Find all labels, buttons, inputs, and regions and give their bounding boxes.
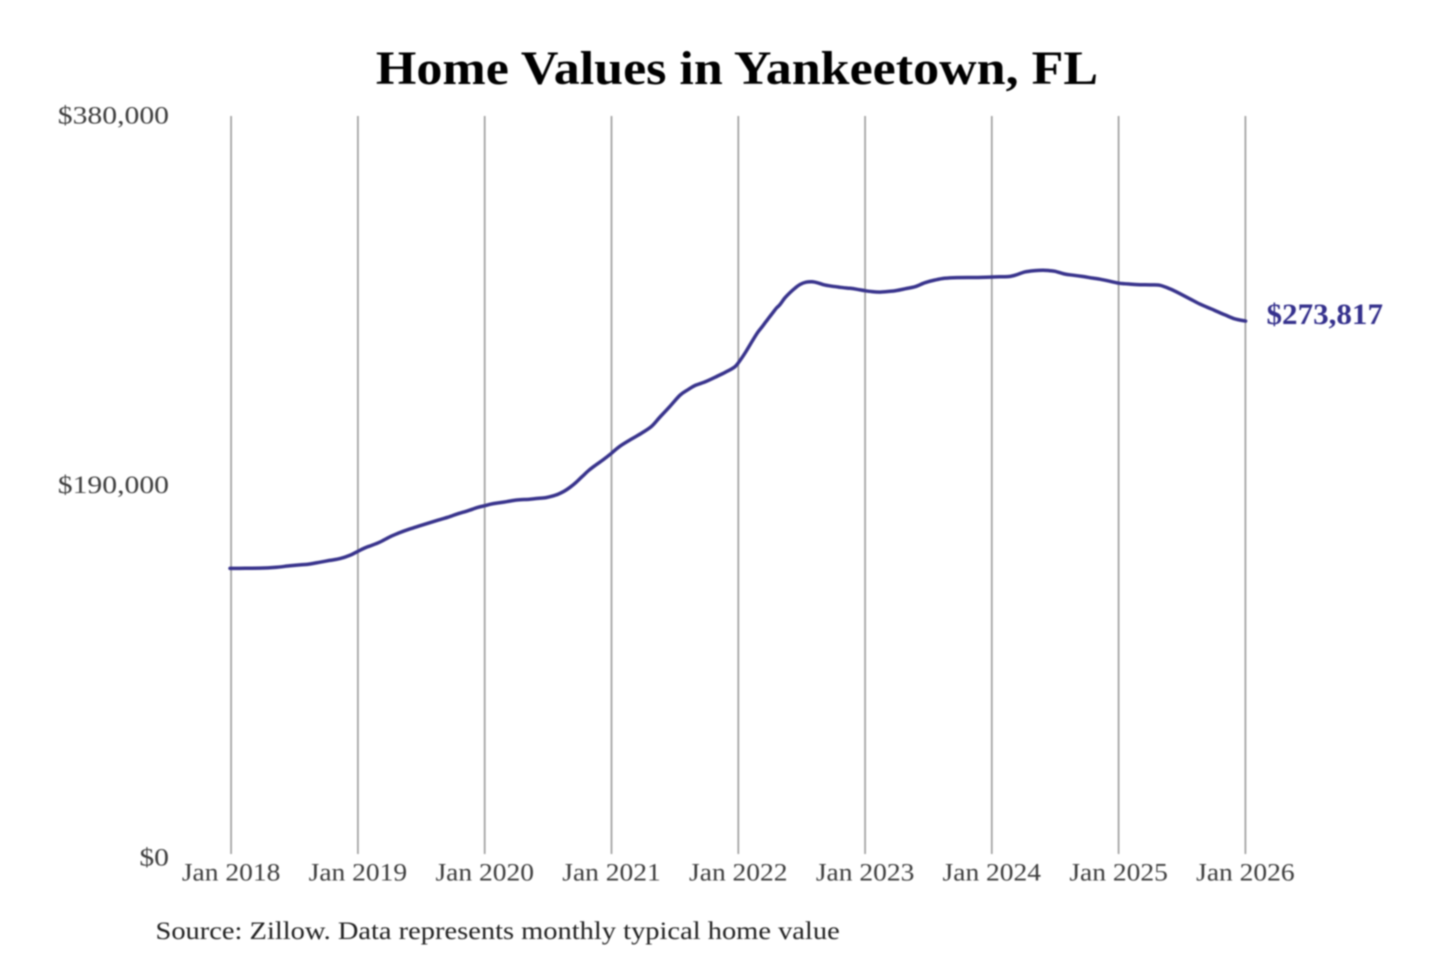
svg-text:Jan 2019: Jan 2019 [309, 859, 407, 887]
svg-text:Jan 2024: Jan 2024 [943, 859, 1041, 887]
svg-text:$273,817: $273,817 [1267, 297, 1384, 330]
svg-text:Jan 2020: Jan 2020 [435, 859, 533, 887]
svg-text:Source: Zillow. Data represent: Source: Zillow. Data represents monthly … [156, 917, 840, 945]
svg-text:Jan 2022: Jan 2022 [689, 859, 787, 887]
svg-text:Jan 2018: Jan 2018 [182, 859, 280, 887]
svg-text:Jan 2023: Jan 2023 [816, 859, 914, 887]
svg-text:Home Values in Yankeetown, FL: Home Values in Yankeetown, FL [376, 41, 1098, 95]
svg-text:Jan 2021: Jan 2021 [562, 859, 660, 887]
svg-text:Jan 2025: Jan 2025 [1069, 859, 1167, 887]
svg-text:$0: $0 [139, 844, 169, 871]
svg-text:$380,000: $380,000 [58, 102, 169, 129]
svg-text:Jan 2026: Jan 2026 [1196, 859, 1294, 887]
svg-text:$190,000: $190,000 [58, 471, 169, 498]
